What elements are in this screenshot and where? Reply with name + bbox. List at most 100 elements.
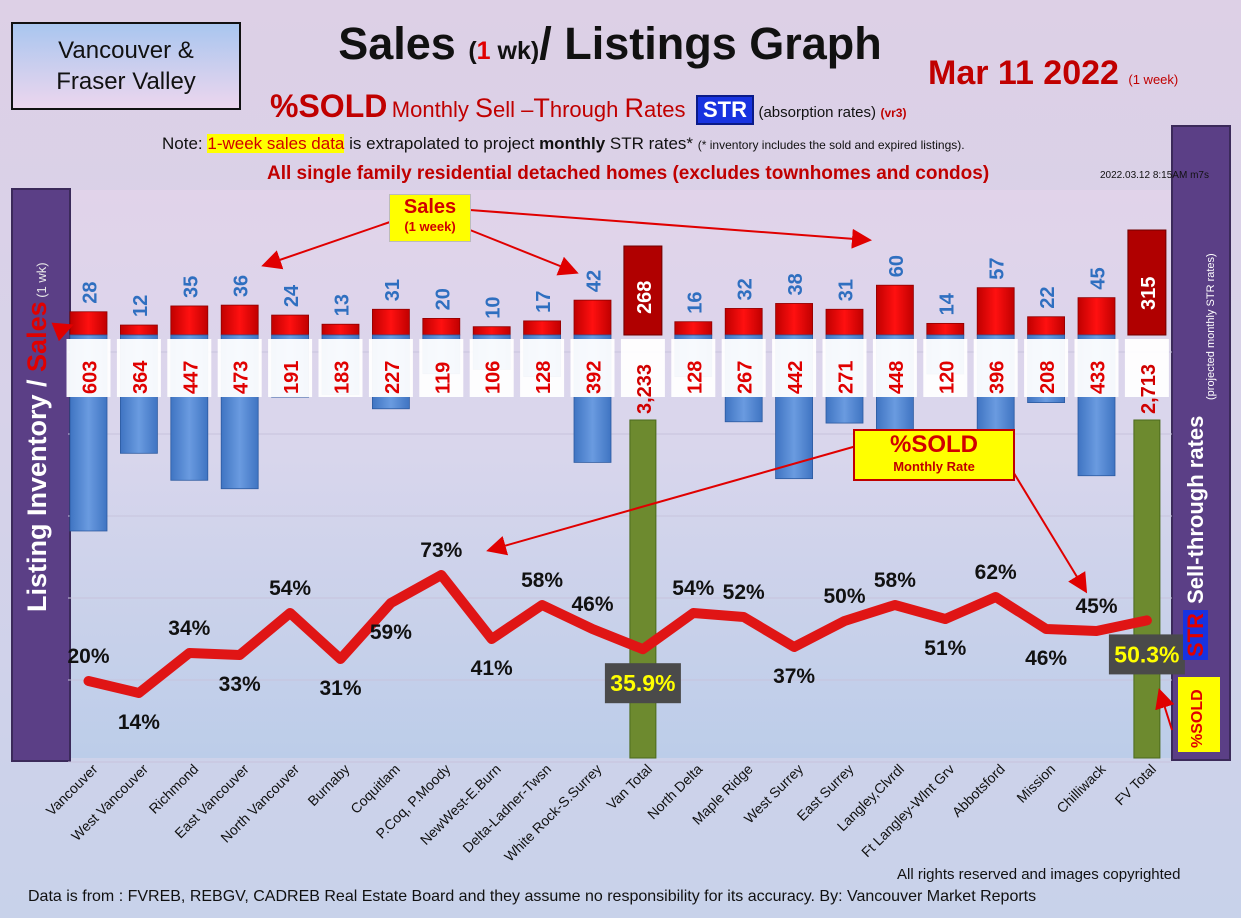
sold-pct-label: 51% — [924, 637, 966, 660]
sold-pct-label: 58% — [874, 569, 916, 592]
sales-value-label: 24 — [281, 284, 303, 307]
left-label-part: / — [22, 371, 52, 387]
listing-label-box — [419, 339, 464, 397]
category-label: Van Total — [603, 761, 655, 813]
sales-value-label: 38 — [785, 273, 807, 295]
sales-bar — [523, 320, 561, 336]
listing-value-label: 396 — [987, 361, 1009, 394]
sold-pct-label: 37% — [773, 665, 815, 688]
listing-value-label: 271 — [836, 361, 858, 394]
sold-pct-label: 34% — [168, 617, 210, 640]
total-column — [1133, 419, 1161, 759]
sales-value-label: 315 — [1138, 277, 1160, 310]
note-part: Note: — [162, 134, 208, 153]
callout-arrow — [486, 444, 861, 556]
listing-label-box — [217, 339, 262, 397]
category-label: FV Total — [1112, 761, 1159, 808]
sold-pct-label: 73% — [420, 539, 462, 562]
sales-bar — [271, 314, 310, 336]
date-note: (1 week) — [1128, 72, 1179, 87]
subtitle-part: R — [624, 93, 644, 123]
sales-value-label: 42 — [584, 270, 606, 292]
right-label-str: STR — [1183, 610, 1208, 660]
title-part: / Listings Graph — [539, 18, 882, 69]
listing-value-label: 3,233 — [634, 364, 656, 414]
sales-bar — [321, 323, 360, 336]
sales-value-label: 57 — [987, 257, 1009, 279]
sales-bar — [876, 284, 914, 336]
listing-label-box — [721, 339, 766, 397]
subtitle-part: S — [474, 93, 493, 123]
sales-bar — [422, 317, 461, 336]
listing-value-label: 2,713 — [1138, 364, 1160, 414]
callout-arrow — [1011, 469, 1088, 594]
listing-value-label: 364 — [130, 360, 152, 394]
listing-value-label: 473 — [231, 361, 253, 394]
sold-pct-label: 52% — [723, 581, 765, 604]
sales-value-label: 31 — [382, 279, 404, 301]
listing-label-box — [368, 339, 413, 397]
callout-arrow — [1155, 688, 1175, 731]
listing-label-box — [620, 339, 665, 397]
listing-value-label: 106 — [483, 361, 505, 394]
sales-value-label: 31 — [836, 279, 858, 301]
sold-callout-sub: Monthly Rate — [893, 459, 975, 474]
sold-pct-label: 58% — [521, 569, 563, 592]
listing-label-box — [318, 339, 363, 397]
listing-label-box — [167, 339, 212, 397]
sold-callout-title: %SOLD — [889, 431, 978, 458]
sales-bar — [674, 321, 713, 336]
subtitle-part: (absorption rates) — [758, 104, 877, 121]
listing-value-label: 447 — [180, 361, 202, 394]
category-label: White Rock-S.Surrey — [501, 761, 605, 865]
region-line-2: Fraser Valley — [56, 68, 196, 95]
left-label-part: Listing Inventory — [22, 386, 52, 612]
sales-bar — [220, 304, 259, 336]
category-label: Ft Langley-Wlnt Grv — [858, 761, 957, 860]
listing-label-box — [570, 339, 615, 397]
sales-value-label: 17 — [533, 291, 555, 313]
right-label-part: Sell-through rates — [1183, 415, 1208, 604]
source-note: Data is from : FVREB, REBGV, CADREB Real… — [28, 888, 1037, 905]
listing-value-label: 392 — [584, 361, 606, 394]
subtitle-part: Monthly — [391, 97, 475, 122]
sales-bar — [472, 326, 511, 336]
note-line: Note: 1-week sales data is extrapolated … — [162, 134, 965, 154]
subtitle-part: hrough — [549, 97, 625, 122]
left-axis-label: Listing Inventory / Sales (1 wk) — [22, 262, 53, 612]
sales-bar — [573, 299, 612, 336]
note-part: STR rates* — [605, 134, 698, 153]
category-label: Mission — [1013, 761, 1058, 806]
total-sales-bar — [1127, 229, 1167, 336]
listing-value-label: 603 — [80, 361, 102, 394]
listing-label-box — [973, 339, 1018, 397]
callout-arrow — [261, 221, 391, 270]
sales-value-label: 22 — [1037, 286, 1059, 308]
sold-pct-label: 46% — [1025, 647, 1067, 670]
note-part: (* inventory includes the sold and expir… — [697, 138, 965, 152]
listing-label-box — [66, 339, 111, 397]
listing-label-box — [469, 339, 514, 397]
title-part: (1 wk) — [468, 37, 539, 65]
sales-callout: Sales (1 week) — [389, 194, 471, 242]
sales-value-label: 32 — [735, 278, 757, 300]
sold-tag-text: %SOLD — [1189, 689, 1206, 748]
title-part: Sales — [338, 18, 469, 69]
total-column — [629, 419, 657, 759]
listing-label-box — [872, 339, 917, 397]
subtitle-part: %SOLD — [270, 88, 388, 124]
sold-callout: %SOLD Monthly Rate — [853, 429, 1015, 481]
total-pct-label: 35.9% — [610, 670, 675, 696]
left-label-part: (1 wk) — [34, 262, 49, 302]
sold-pct-label: 50% — [823, 585, 865, 608]
sold-pct-label: 54% — [269, 577, 311, 600]
chart-subtitle: %SOLD Monthly Sell –Through Rates STR (a… — [270, 88, 906, 125]
sold-pct-label: 14% — [118, 711, 160, 734]
listing-value-label: 267 — [735, 361, 757, 394]
listing-value-label: 191 — [281, 361, 303, 394]
subtitle-part: T — [533, 93, 550, 123]
sales-bar — [825, 308, 864, 336]
sales-bar — [926, 322, 965, 336]
sales-value-label: 45 — [1088, 267, 1110, 289]
